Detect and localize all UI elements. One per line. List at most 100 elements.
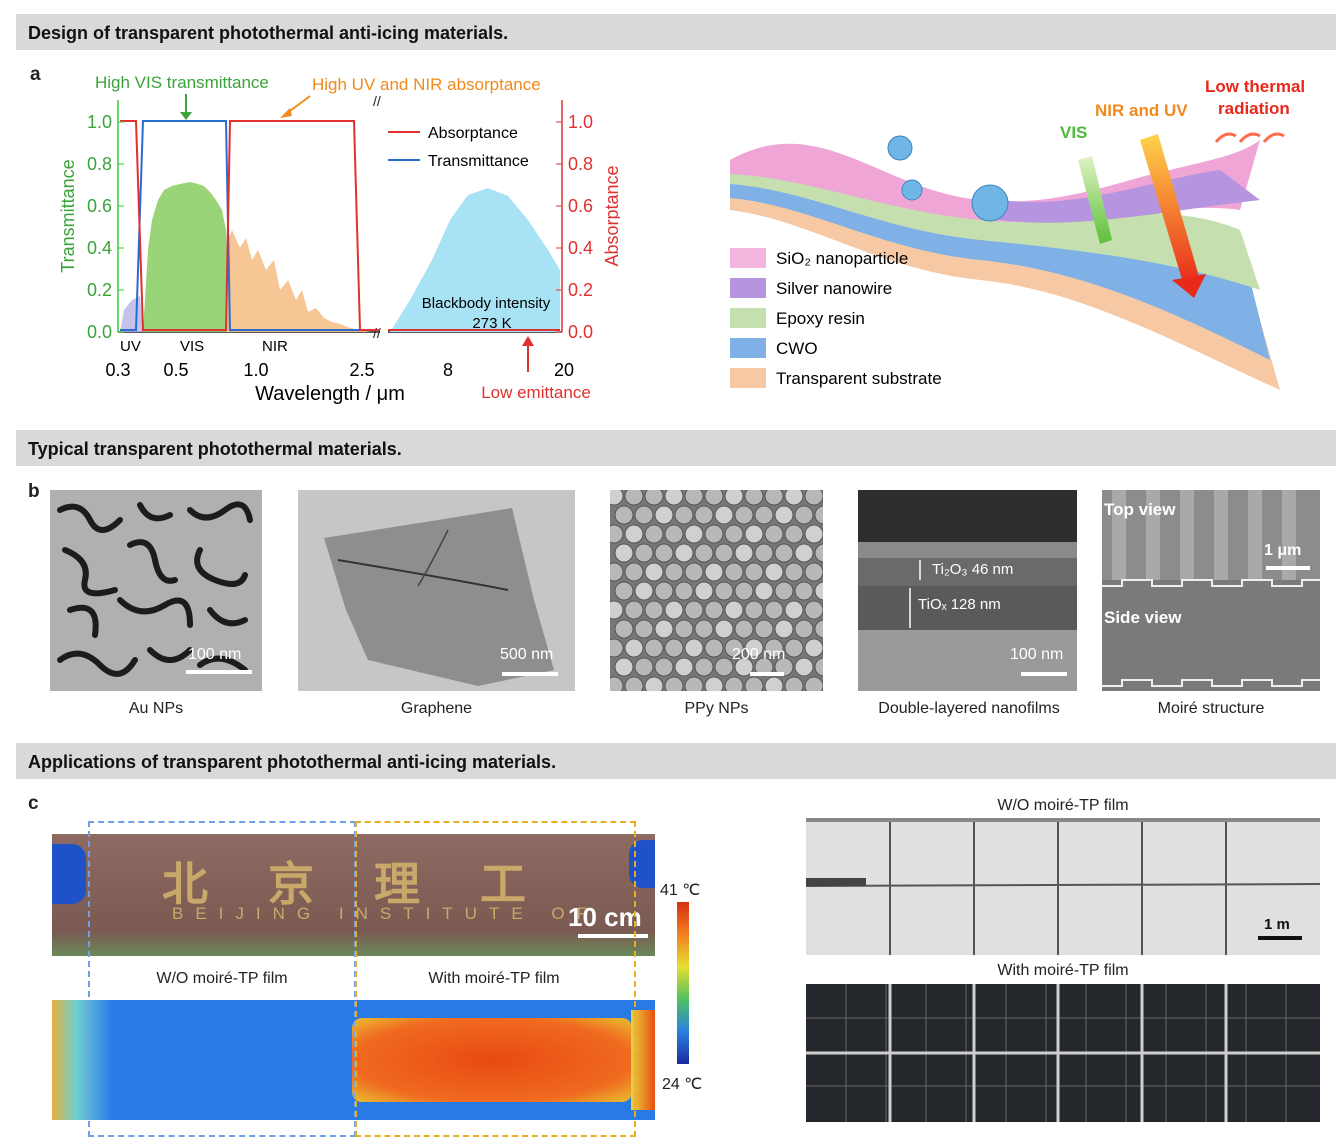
colorbar-min: 24 ℃ [662, 1076, 703, 1093]
section-title: Applications of transparent photothermal… [28, 752, 557, 772]
svg-text://: // [373, 93, 381, 109]
region-label-vis: VIS [180, 338, 204, 355]
schematic-low-thermal-1: Low thermal [1205, 77, 1305, 96]
layer-label-ti2o3: Ti₂O₃ 46 nm [932, 561, 1014, 578]
sign-scale-label: 10 cm [568, 902, 642, 932]
thermal-image [52, 1000, 655, 1120]
caption-moire: Moiré structure [1157, 700, 1265, 717]
annotation-vis: High VIS transmittance [95, 73, 269, 92]
micrograph-nanofilms: Ti₂O₃ 46 nm TiOₓ 128 nm 100 nm [858, 490, 1077, 691]
y-tick-left: 1.0 [87, 112, 112, 132]
wo-film-label: W/O moiré-TP film [156, 970, 288, 987]
y-tick-left: 0.4 [87, 238, 112, 258]
caption-au-nps: Au NPs [128, 700, 184, 717]
y-tick-left: 0.8 [87, 154, 112, 174]
y-tick-right: 0.4 [568, 238, 593, 258]
x-tick: 8 [443, 360, 453, 380]
solar-panel-clear [806, 984, 1320, 1122]
scale-bar [186, 670, 252, 674]
annotation-uv-nir: High UV and NIR absorptance [312, 75, 541, 94]
legend-label: Epoxy resin [776, 309, 865, 328]
layer-label-tiox: TiOₓ 128 nm [918, 596, 1001, 613]
sign-chinese-text: 北 京 理 工 [162, 857, 549, 911]
solar-panel-iced: 1 m [806, 818, 1320, 955]
thermal-hot-region [352, 1018, 632, 1102]
scale-label: 100 nm [188, 646, 242, 663]
region-label-nir: NIR [262, 338, 288, 355]
panel-label-b: b [28, 481, 40, 502]
dashed-box-wo [88, 821, 356, 1137]
y-tick-right: 0.0 [568, 322, 593, 342]
section-title: Typical transparent photothermal materia… [28, 439, 402, 459]
legend-absorptance: Absorptance [428, 125, 518, 142]
blackbody-label: Blackbody intensity [422, 295, 551, 312]
colorbar-max: 41 ℃ [660, 882, 701, 899]
y-tick-left: 0.0 [87, 322, 112, 342]
y-axis-label-left: Transmittance [58, 159, 78, 272]
blackbody-temp: 273 K [472, 315, 511, 332]
micrograph-moire: Top view Side view 1 μm [1102, 490, 1320, 691]
sign-photo: 北 京 理 工 BEIJING INSTITUTE OF 10 cm [52, 834, 655, 956]
schematic-nir-uv-label: NIR and UV [1095, 101, 1188, 120]
scale-bar [1266, 566, 1310, 570]
legend-swatch [730, 278, 766, 298]
caption-nanofilms: Double-layered nanofilms [878, 700, 1060, 717]
y-tick-right: 0.2 [568, 280, 593, 300]
sign-english-text: BEIJING INSTITUTE OF [172, 904, 600, 923]
y-tick-left: 0.6 [87, 196, 112, 216]
y-tick-right: 0.8 [568, 154, 593, 174]
layer-schematic: VIS NIR and UV Low thermal radiation SiO… [730, 77, 1305, 390]
scale-bar [1258, 936, 1302, 940]
scale-bar [502, 672, 558, 676]
spectrum-chart: // // 0.0 0.2 0.4 0.6 0.8 1.0 0.0 0.2 0.4 0.6 0.8… [58, 73, 620, 405]
x-tick: 20 [554, 360, 574, 380]
schematic-low-thermal-2: radiation [1218, 99, 1290, 118]
panel-label-c: c [28, 793, 39, 814]
scale-label: 500 nm [500, 646, 554, 663]
scale-bar [750, 672, 784, 676]
legend-label: Silver nanowire [776, 279, 892, 298]
x-axis-label: Wavelength / μm [255, 383, 405, 405]
micrograph-ppy-nps: 200 nm [610, 490, 823, 691]
with-film-label: With moiré-TP film [428, 970, 560, 987]
side-view-label: Side view [1104, 608, 1182, 627]
solar-scale-label: 1 m [1264, 916, 1290, 933]
section-header-design: Design of transparent photothermal anti-… [16, 14, 1336, 50]
region-label-uv: UV [120, 338, 141, 355]
scale-label: 100 nm [1010, 646, 1064, 663]
dashed-box-with [355, 821, 636, 1137]
legend-label: Transparent substrate [776, 369, 942, 388]
micrograph-au-nps: 100 nm [50, 490, 262, 691]
y-tick-left: 0.2 [87, 280, 112, 300]
scale-bar [578, 934, 648, 938]
schematic-vis-label: VIS [1060, 123, 1087, 142]
legend-label: CWO [776, 339, 818, 358]
legend-transmittance: Transmittance [428, 153, 529, 170]
y-tick-right: 0.6 [568, 196, 593, 216]
micrograph-graphene: 500 nm [298, 490, 575, 691]
caption-ppy-nps: PPy NPs [684, 700, 749, 717]
legend-label: SiO₂ nanoparticle [776, 249, 908, 268]
section-header-applications: Applications of transparent photothermal… [16, 743, 1336, 779]
top-view-label: Top view [1104, 500, 1176, 519]
colorbar [677, 902, 689, 1064]
scale-label: 1 μm [1264, 542, 1302, 559]
section-title: Design of transparent photothermal anti-… [28, 23, 509, 43]
x-tick: 2.5 [349, 360, 374, 380]
legend-swatch [730, 338, 766, 358]
scale-label: 200 nm [732, 646, 786, 663]
legend-swatch [730, 368, 766, 388]
section-header-typical: Typical transparent photothermal materia… [16, 430, 1336, 466]
scale-bar [1021, 672, 1067, 676]
x-tick: 0.5 [163, 360, 188, 380]
x-tick: 1.0 [243, 360, 268, 380]
caption-graphene: Graphene [400, 700, 473, 717]
glove-left [52, 844, 86, 904]
annotation-low-emittance: Low emittance [481, 383, 591, 402]
glove-right [629, 840, 655, 888]
svg-text://: // [373, 325, 381, 341]
legend-swatch [730, 308, 766, 328]
solar-with-label: With moiré-TP film [997, 962, 1129, 979]
y-axis-label-right: Absorptance [602, 165, 620, 266]
solar-wo-label: W/O moiré-TP film [997, 797, 1129, 814]
